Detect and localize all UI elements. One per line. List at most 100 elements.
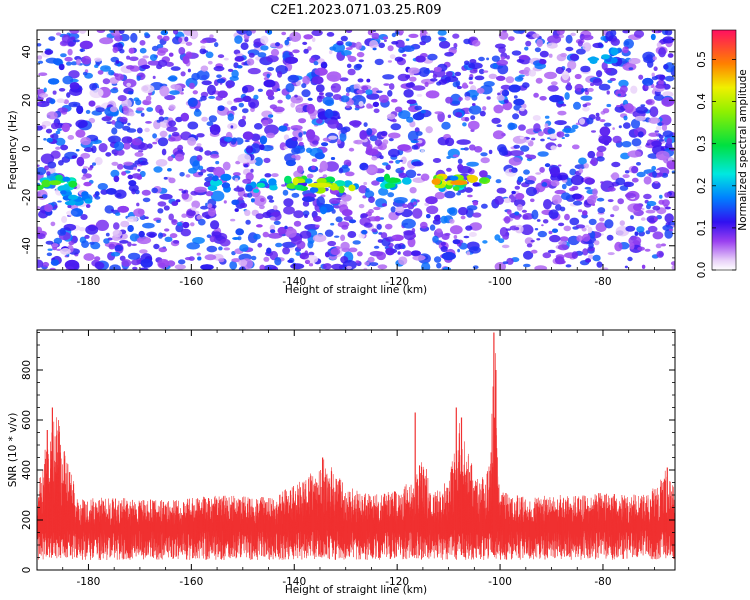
spectrogram-cell <box>534 228 539 231</box>
spectrogram-cell <box>175 153 184 162</box>
spectrogram-cell <box>159 85 170 97</box>
spectrogram-cell <box>41 194 48 199</box>
spectrogram-cell <box>483 70 489 73</box>
spectrogram-cell <box>666 160 675 170</box>
spectrogram-cell <box>309 57 316 64</box>
spectrogram-cell <box>614 105 626 113</box>
spectrogram-cell <box>458 207 468 216</box>
spectrogram-cell <box>47 248 53 251</box>
spectrogram-cell <box>295 105 304 113</box>
spectrogram-cell <box>583 163 589 169</box>
spectrogram-cell <box>365 89 373 95</box>
spectrogram-cell <box>633 203 643 211</box>
spectrogram-cell <box>244 209 251 216</box>
spectrogram-cell <box>454 71 462 77</box>
spectrogram-cell <box>578 118 586 125</box>
spectrogram-cell <box>596 70 603 78</box>
spectrogram-cell <box>571 124 579 130</box>
spectrogram-cell <box>127 122 131 126</box>
spectrogram-cell <box>153 166 163 173</box>
spectrogram-cell <box>424 81 429 87</box>
snr-series-line-detail <box>37 386 675 560</box>
spectrogram-cell <box>237 196 244 201</box>
spectrogram-cell <box>307 46 312 51</box>
spectrogram-cell <box>508 157 522 166</box>
spectrogram-cell <box>547 128 556 135</box>
spectrogram-cell <box>158 232 163 239</box>
spectrogram-cell <box>620 85 628 94</box>
spectrogram-cell <box>581 233 591 242</box>
spectrogram-cell <box>368 196 375 203</box>
spectrogram-cell <box>525 186 538 197</box>
spectrogram-cell <box>47 161 57 169</box>
spectrogram-cell <box>472 200 479 206</box>
spectrogram-cell <box>654 181 659 184</box>
spectrogram-cell <box>157 59 168 67</box>
spectrogram-cell <box>507 36 515 41</box>
spectrogram-cell <box>462 122 467 127</box>
spectrogram-cell <box>126 65 135 70</box>
spectrogram-cell <box>110 88 119 94</box>
spectrogram-cell <box>180 228 191 237</box>
spectrogram-cell <box>635 106 648 114</box>
spectrogram-cell <box>316 196 326 208</box>
spectrogram-cell <box>560 192 571 200</box>
spectrogram-cell <box>602 108 610 114</box>
spectrogram-cell <box>520 145 530 152</box>
spectrogram-cell <box>301 83 307 89</box>
spectrogram-cell <box>270 229 276 233</box>
spectrogram-cell <box>217 54 225 59</box>
spectrogram-cell <box>514 198 526 208</box>
spectrogram-cell <box>140 258 153 268</box>
spectrogram-cell <box>293 210 304 219</box>
spectrogram-cell <box>524 237 534 245</box>
spectrogram-cell <box>628 67 634 70</box>
spectrogram-cell <box>610 214 615 218</box>
spectrogram-cell <box>371 180 380 186</box>
spectrogram-cell <box>185 174 191 178</box>
spectrogram-cell <box>467 194 473 198</box>
spectrogram-band-cell <box>401 177 412 185</box>
spectrogram-cell <box>623 181 634 187</box>
spectrogram-cell <box>248 98 260 109</box>
spectrogram-cell <box>658 139 664 142</box>
spectrogram-cell <box>515 193 525 200</box>
spectrogram-cell <box>532 115 541 121</box>
spectrogram-cell <box>312 140 319 145</box>
spectrogram-cell <box>436 228 442 233</box>
spectrogram-cell <box>441 252 456 261</box>
spectrogram-cell <box>640 104 646 107</box>
spectrogram-cell <box>167 155 174 162</box>
spectrogram-cell <box>291 147 301 155</box>
spectrogram-cell <box>266 54 279 63</box>
spectrogram-cell <box>131 243 137 246</box>
spectrogram-cell <box>157 137 169 147</box>
spectrogram-cell <box>209 235 216 243</box>
spectrogram-cell <box>231 69 239 79</box>
spectrogram-cell <box>574 164 586 170</box>
spectrogram-cell <box>230 125 234 129</box>
spectrogram-cell <box>57 128 62 132</box>
spectrogram-cell <box>456 85 462 90</box>
spectrogram-cell <box>361 229 368 235</box>
spectrogram-cell <box>259 144 265 151</box>
spectrogram-cell <box>126 82 132 87</box>
spectrogram-cell <box>141 189 151 196</box>
spectrogram-cell <box>260 35 269 45</box>
spectrogram-cell <box>259 264 266 270</box>
spectrogram-cell <box>284 225 288 230</box>
spectrogram-cell <box>652 205 661 211</box>
x-tick-label: -120 <box>385 576 409 588</box>
spectrogram-cell <box>551 194 563 205</box>
spectrogram-cell <box>129 56 139 62</box>
spectrogram-cell <box>361 85 369 91</box>
spectrogram-cell <box>387 192 395 198</box>
spectrogram-cell <box>136 236 152 245</box>
spectrogram-cell <box>383 39 387 42</box>
spectrogram-cell <box>141 64 150 69</box>
spectrogram-cell <box>496 59 509 66</box>
spectrogram-band-cell <box>479 177 488 183</box>
spectrogram-cell <box>298 141 304 146</box>
spectrogram-cell <box>356 51 365 58</box>
spectrogram-cell <box>330 248 341 256</box>
